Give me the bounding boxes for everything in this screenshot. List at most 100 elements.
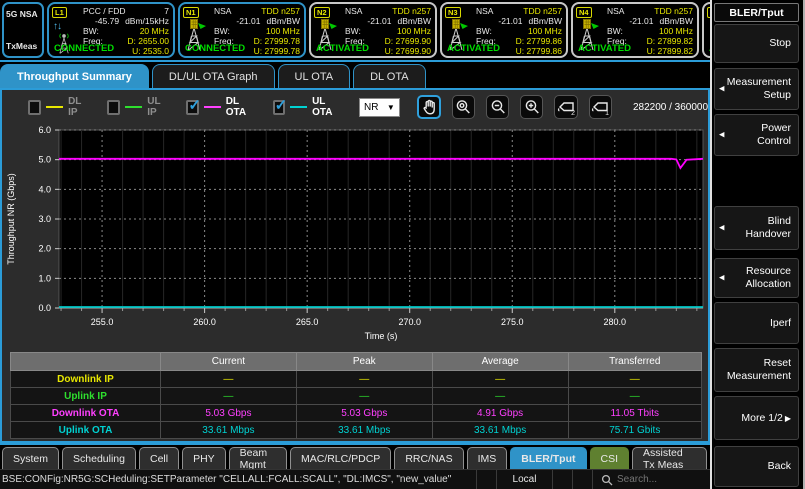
cell-box-n5[interactable]: N5 ACTIVATED xyxy=(702,2,710,58)
cell-box-n2[interactable]: N2 NSATDD n257 -21.01dBm/BW BW:100 MHz F… xyxy=(309,2,437,58)
cell-badge: N4 xyxy=(576,7,592,18)
more-arrow-icon: ▶ xyxy=(785,412,791,425)
rat-dropdown[interactable]: NR ▼ xyxy=(359,98,400,117)
cell-box-n3[interactable]: N3 NSATDD n257 -21.01dBm/BW BW:100 MHz F… xyxy=(440,2,568,58)
tab-assisted-tx-meas[interactable]: Assisted Tx Meas xyxy=(632,447,707,469)
power-value: -45.79 xyxy=(95,16,119,26)
tab-csi[interactable]: CSI xyxy=(590,447,630,469)
measurement-mode-box[interactable]: 5G NSA TxMeas xyxy=(2,2,44,58)
svg-text:270.0: 270.0 xyxy=(398,317,421,327)
submenu-arrow-icon: ◀ xyxy=(719,129,724,142)
legend-dl-ip: DL IP xyxy=(28,96,88,118)
search-input[interactable] xyxy=(617,474,697,485)
bw-label: BW: xyxy=(476,26,492,36)
svg-text:275.0: 275.0 xyxy=(501,317,524,327)
band-label: TDD n257 xyxy=(523,6,562,16)
table-row-uplink-ota: Uplink OTA 33.61 Mbps 33.61 Mbps 33.61 M… xyxy=(11,422,702,439)
col-average: Average xyxy=(432,353,568,371)
freq-ul: U: 27699.90 xyxy=(385,46,431,56)
freq-dl: D: 27899.82 xyxy=(647,36,693,46)
reset-measurement-button[interactable]: Reset Measurement xyxy=(714,348,799,392)
svg-text:3.0: 3.0 xyxy=(38,214,51,224)
bw-label: BW: xyxy=(214,26,230,36)
tab-dlul-ota-graph[interactable]: DL/UL OTA Graph xyxy=(152,64,275,88)
ul-ota-swatch xyxy=(290,106,307,108)
power-unit: dBm/BW xyxy=(528,16,562,26)
zoom-in-button[interactable] xyxy=(520,95,543,119)
mode-label: 5G NSA xyxy=(6,9,40,19)
tab-bler-tput[interactable]: BLER/Tput xyxy=(510,447,586,469)
pan-tool-button[interactable] xyxy=(417,95,441,119)
svg-text:1.0: 1.0 xyxy=(38,273,51,283)
col-peak: Peak xyxy=(296,353,432,371)
cell-box-n1[interactable]: N1 NSATDD n257 -21.01dBm/BW BW:100 MHz F… xyxy=(178,2,306,58)
dl-ota-swatch xyxy=(204,106,221,108)
status-cell-blank xyxy=(572,470,592,489)
tab-ul-ota[interactable]: UL OTA xyxy=(278,64,351,88)
band-label: TDD n257 xyxy=(654,6,693,16)
zoom-fit-button[interactable] xyxy=(452,95,475,119)
submenu-arrow-icon: ◀ xyxy=(719,83,724,96)
checkmark-icon: ✓ xyxy=(275,96,288,114)
cell-badge: L1 xyxy=(52,7,67,18)
marker-1-button[interactable]: 1 xyxy=(589,95,612,119)
tab-dl-ota[interactable]: DL OTA xyxy=(353,64,426,88)
app-window: 5G NSA TxMeas L1 ↑↓ PCC / FDD7 -45.79dBm… xyxy=(0,0,805,489)
dl-ota-checkbox[interactable]: ✓ xyxy=(186,100,198,115)
dl-ip-swatch xyxy=(46,106,63,108)
cell-box-n4[interactable]: N4 NSATDD n257 -21.01dBm/BW BW:100 MHz F… xyxy=(571,2,699,58)
softkey-panel-title: BLER/Tput xyxy=(714,3,799,22)
tab-phy[interactable]: PHY xyxy=(182,447,226,469)
svg-text:5.0: 5.0 xyxy=(38,155,51,165)
cell-connection-status: ACTIVATED xyxy=(316,43,369,54)
throughput-chart[interactable]: 255.0260.0265.0270.0275.0280.00.01.02.03… xyxy=(2,122,708,350)
tab-system[interactable]: System xyxy=(2,447,59,469)
power-value: -21.01 xyxy=(236,16,260,26)
cell-box-l1[interactable]: L1 ↑↓ PCC / FDD7 -45.79dBm/15kHz BW:20 M… xyxy=(47,2,175,58)
blind-handover-button[interactable]: ◀Blind Handover xyxy=(714,206,799,250)
back-button[interactable]: Back xyxy=(714,446,799,487)
tab-scheduling[interactable]: Scheduling xyxy=(62,447,136,469)
cell-badge: N2 xyxy=(314,7,330,18)
mode-label: NSA xyxy=(214,6,231,16)
tab-throughput-summary[interactable]: Throughput Summary xyxy=(0,64,149,88)
chevron-down-icon: ▼ xyxy=(387,103,395,112)
power-control-button[interactable]: ◀Power Control xyxy=(714,114,799,156)
tab-cell[interactable]: Cell xyxy=(139,447,179,469)
tab-ims[interactable]: IMS xyxy=(467,447,508,469)
svg-text:4.0: 4.0 xyxy=(38,184,51,194)
zoom-out-button[interactable] xyxy=(486,95,509,119)
svg-text:255.0: 255.0 xyxy=(91,317,114,327)
tab-rrc-nas[interactable]: RRC/NAS xyxy=(394,447,463,469)
bw-value: 20 MHz xyxy=(140,26,169,36)
stop-button[interactable]: Stop xyxy=(714,24,799,63)
ul-ip-checkbox[interactable] xyxy=(107,100,120,115)
col-current: Current xyxy=(161,353,297,371)
ul-ip-swatch xyxy=(125,106,142,108)
scpi-command-text: BSE:CONFig:NR5G:SCHeduling:SETParameter … xyxy=(0,474,476,485)
chart-legend-toolbar: DL IP UL IP ✓ DL OTA ✓ UL OTA NR ▼ xyxy=(2,92,708,122)
resource-allocation-button[interactable]: ◀Resource Allocation xyxy=(714,258,799,298)
bw-value: 100 MHz xyxy=(659,26,693,36)
bw-value: 100 MHz xyxy=(266,26,300,36)
col-transferred: Transferred xyxy=(568,353,701,371)
tab-mac-rlc-pdcp[interactable]: MAC/RLC/PDCP xyxy=(290,447,391,469)
power-unit: dBm/15kHz xyxy=(125,16,169,26)
category-tabs: System Scheduling Cell PHY Beam Mgmt MAC… xyxy=(0,443,710,469)
bw-value: 100 MHz xyxy=(528,26,562,36)
freq-dl: D: 27999.78 xyxy=(254,36,300,46)
search-box[interactable] xyxy=(592,470,710,489)
iperf-button[interactable]: Iperf xyxy=(714,302,799,344)
dl-ip-checkbox[interactable] xyxy=(28,100,41,115)
bw-label: BW: xyxy=(345,26,361,36)
tab-beam-mgmt[interactable]: Beam Mgmt xyxy=(229,447,287,469)
local-mode-indicator[interactable]: Local xyxy=(496,470,552,489)
legend-ul-ota: ✓ UL OTA xyxy=(273,96,340,118)
more-pages-button[interactable]: More 1/2▶ xyxy=(714,396,799,440)
ul-ota-checkbox[interactable]: ✓ xyxy=(273,100,285,115)
bw-label: BW: xyxy=(83,26,99,36)
svg-text:1: 1 xyxy=(605,110,609,116)
throughput-summary-panel: DL IP UL IP ✓ DL OTA ✓ UL OTA NR ▼ xyxy=(0,88,710,443)
measurement-setup-button[interactable]: ◀Measurement Setup xyxy=(714,68,799,110)
marker-2-button[interactable]: 2 xyxy=(554,95,577,119)
